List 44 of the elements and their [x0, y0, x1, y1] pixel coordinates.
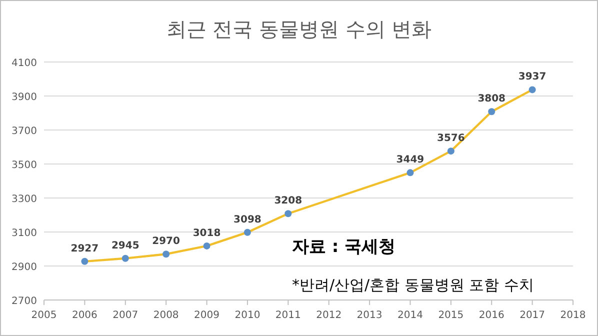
point	[162, 250, 170, 258]
x-tick-label: 2016	[478, 310, 504, 321]
point	[122, 254, 129, 262]
point	[488, 108, 496, 116]
y-tick-label: 3900	[12, 92, 37, 103]
point	[203, 242, 210, 250]
x-tick-label: 2012	[316, 310, 342, 321]
y-tick-label: 2900	[12, 262, 37, 273]
point	[528, 86, 536, 94]
x-tick-label: 2006	[72, 310, 98, 321]
annotation: *반려/산업/혼합 동물병원 포함 수치	[292, 276, 534, 294]
annotation: 자료 : 국세청	[292, 237, 396, 257]
x-tick-label: 2011	[275, 310, 301, 321]
x-tick-label: 2018	[560, 310, 586, 321]
x-tick-label: 2010	[234, 310, 260, 321]
y-tick-label: 4100	[12, 58, 37, 69]
x-tick-label: 2014	[398, 310, 423, 321]
x-tick-label: 2009	[194, 310, 220, 321]
data-label: 2945	[111, 240, 140, 252]
data-label: 3208	[274, 196, 302, 207]
point	[447, 148, 454, 155]
point	[81, 258, 88, 265]
x-tick-label: 2015	[438, 310, 464, 321]
point	[406, 169, 414, 176]
y-tick-label: 3500	[12, 160, 37, 171]
y-tick-label: 3100	[12, 228, 37, 239]
data-label: 3098	[234, 214, 262, 226]
x-tick-label: 2005	[31, 310, 57, 321]
y-tick-label: 3300	[12, 194, 37, 205]
data-label: 2970	[152, 236, 180, 248]
data-label: 3449	[396, 154, 424, 166]
x-tick-label: 2013	[356, 310, 382, 321]
chart-title: 최근 전국 동물병원 수의 변화	[166, 17, 432, 41]
x-tick-label: 2007	[112, 310, 138, 321]
data-label: 2927	[70, 243, 99, 254]
x-tick-label: 2008	[153, 310, 179, 321]
y-tick-label: 2700	[12, 296, 37, 307]
y-tick-label: 3700	[12, 126, 37, 137]
point	[244, 228, 251, 236]
data-label: 3808	[478, 94, 506, 105]
x-tick-label: 2017	[520, 310, 546, 321]
point	[284, 210, 292, 218]
data-label: 3018	[192, 228, 221, 239]
data-label: 3937	[518, 72, 546, 83]
